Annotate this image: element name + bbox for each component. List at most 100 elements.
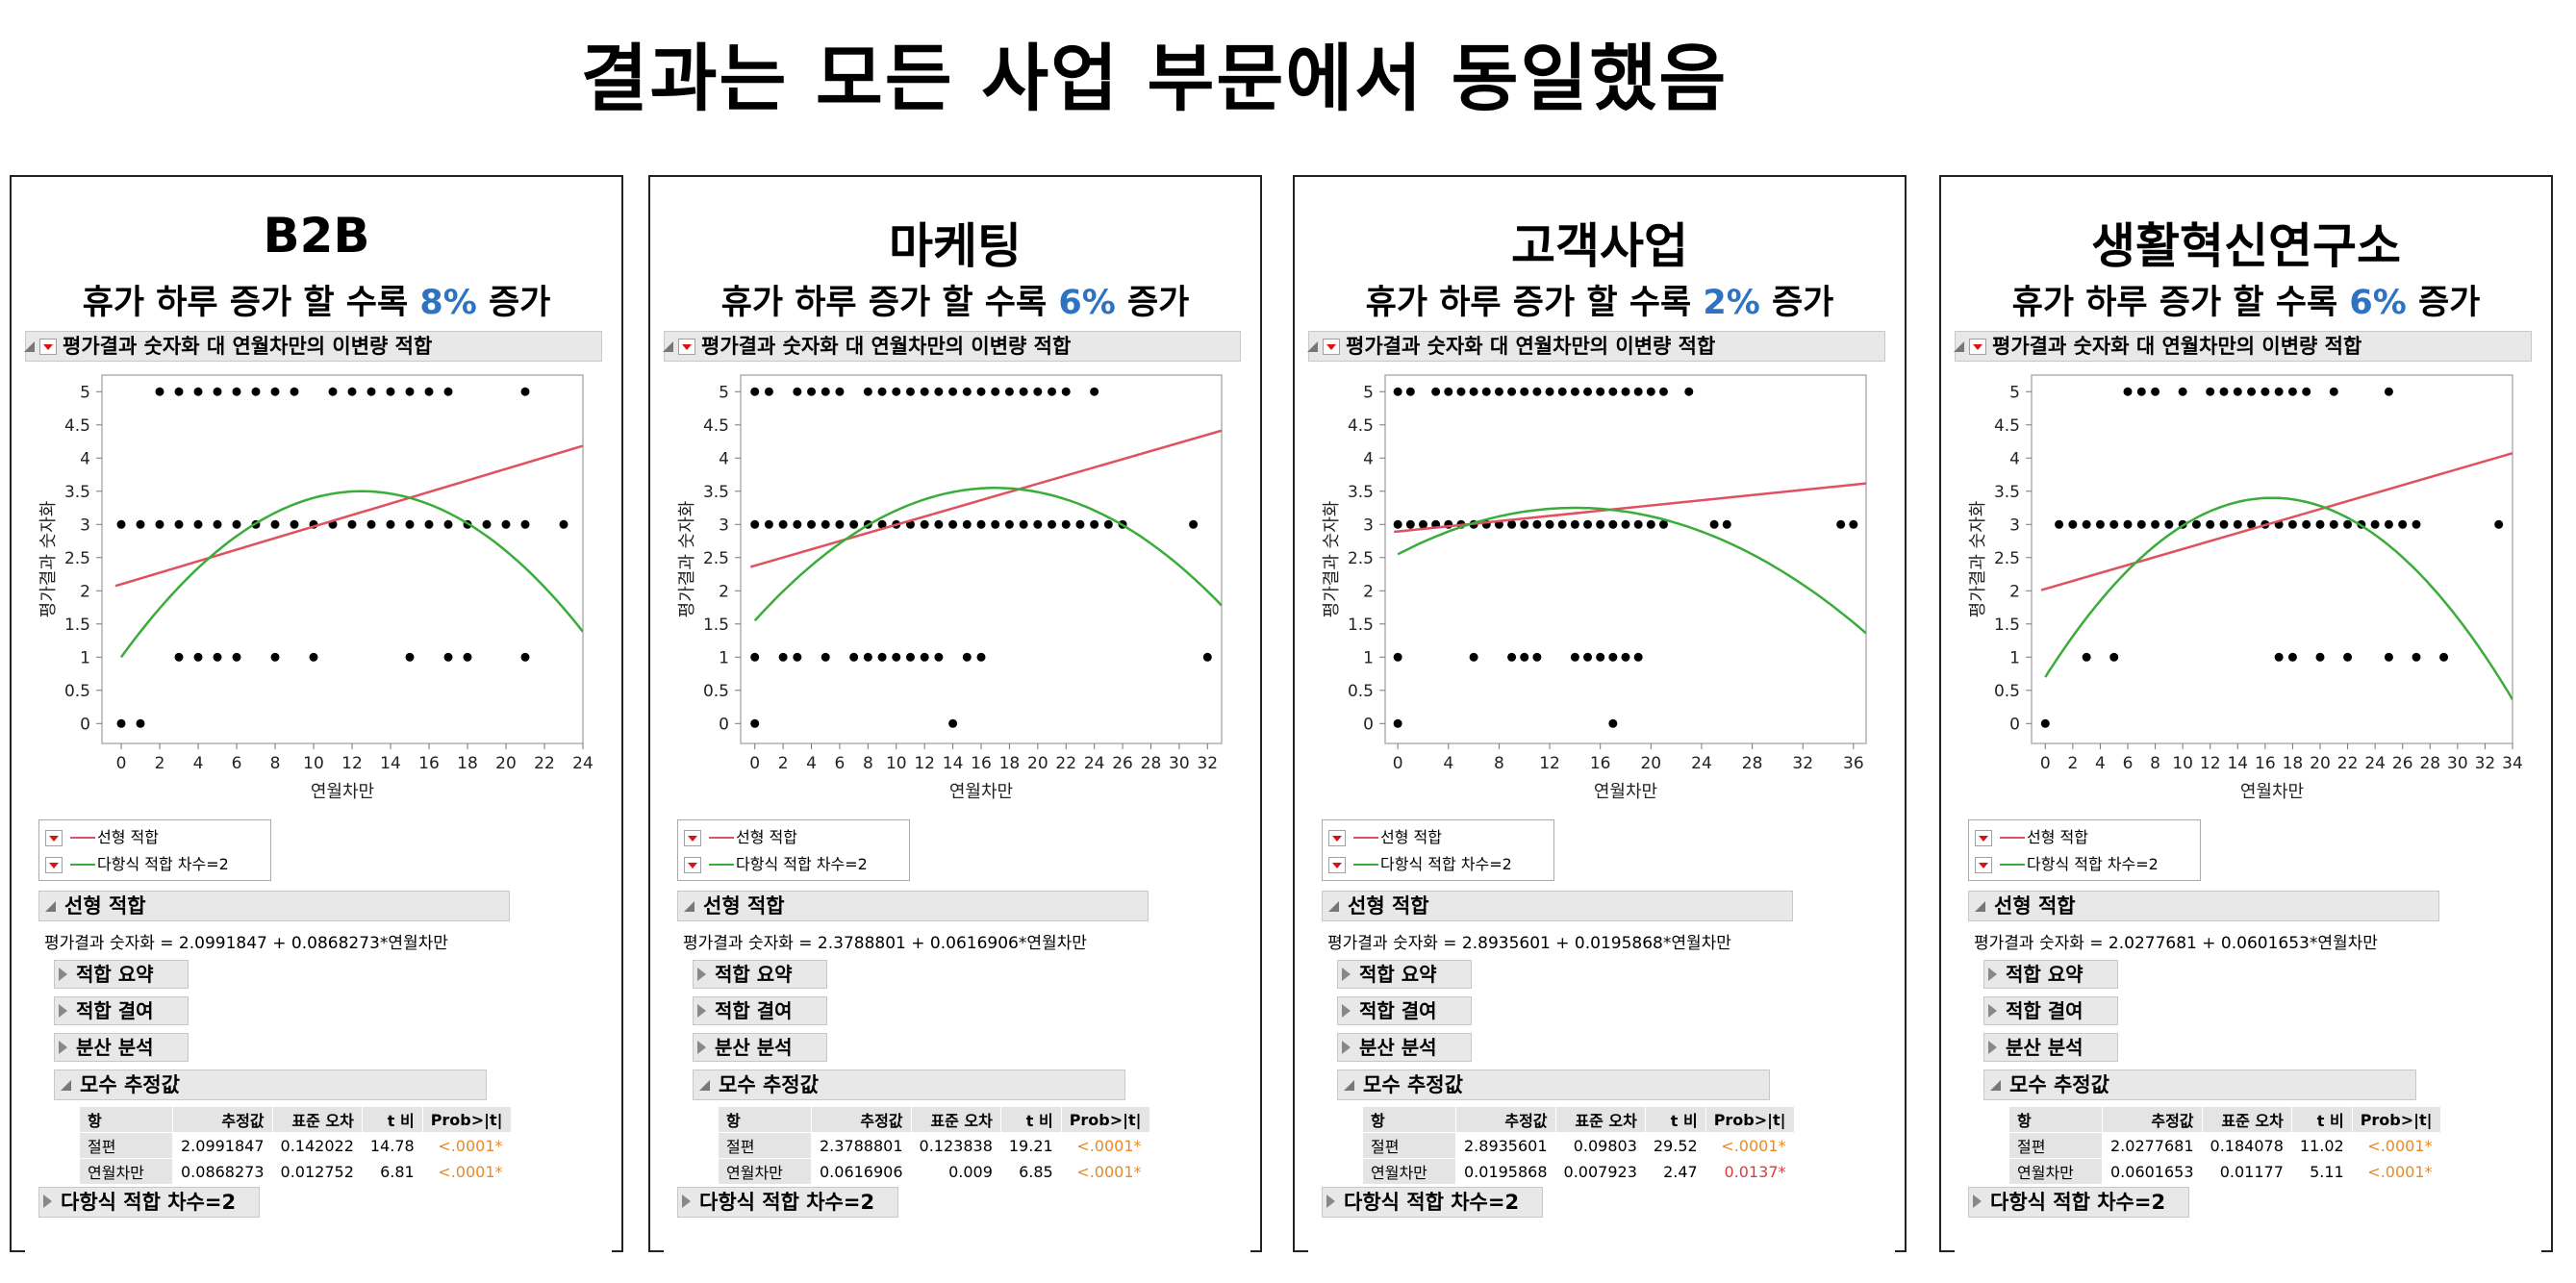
disclosure-open-icon[interactable] (663, 341, 673, 352)
param-estimates-section[interactable]: 모수 추정값 (1983, 1069, 2416, 1100)
disclosure-closed-icon[interactable] (59, 968, 67, 981)
red-triangle-menu-icon[interactable] (684, 857, 701, 873)
disclosure-open-icon[interactable] (24, 341, 35, 352)
disclosure-open-icon[interactable] (1344, 1080, 1354, 1091)
legend-item-poly[interactable]: 다항식 적합 차수=2 (39, 851, 270, 878)
legend-item-poly[interactable]: 다항식 적합 차수=2 (678, 851, 909, 878)
red-triangle-menu-icon[interactable] (1969, 339, 1986, 355)
linear-fit-section[interactable]: 선형 적합 (1322, 891, 1793, 921)
data-point (821, 652, 830, 662)
data-point (1633, 652, 1643, 662)
x-tick-label: 12 (1539, 754, 1560, 773)
disclosure-closed-icon[interactable] (1326, 1195, 1335, 1208)
linear-fit-section[interactable]: 선형 적합 (1968, 891, 2439, 921)
y-tick-label: 4 (80, 449, 90, 468)
linear-fit-section[interactable]: 선형 적합 (38, 891, 510, 921)
legend-item-poly[interactable]: 다항식 적합 차수=2 (1969, 851, 2200, 878)
param-estimates-section[interactable]: 모수 추정값 (54, 1069, 487, 1100)
disclosure-closed-icon[interactable] (43, 1195, 52, 1208)
disclosure-closed-icon[interactable] (1342, 968, 1351, 981)
data-point (778, 652, 788, 662)
data-point (835, 519, 845, 529)
red-triangle-menu-icon[interactable] (39, 339, 57, 355)
data-point (1621, 519, 1630, 529)
scatter-chart: 00.511.522.533.544.550 2 4 6 8 10 12 14 16 18 20 22… (677, 374, 1223, 802)
collapsed-section-label: 적합 결여 (2006, 999, 2084, 1022)
disclosure-closed-icon[interactable] (682, 1195, 691, 1208)
legend-item-poly[interactable]: 다항식 적합 차수=2 (1323, 851, 1553, 878)
legend-item-linear[interactable]: 선형 적합 (1323, 824, 1553, 851)
disclosure-closed-icon[interactable] (1988, 1041, 1997, 1054)
disclosure-closed-icon[interactable] (1988, 968, 1997, 981)
collapsed-section[interactable]: 분산 분석 (1983, 1033, 2118, 1062)
collapsed-section[interactable]: 분산 분석 (1337, 1033, 1472, 1062)
disclosure-closed-icon[interactable] (59, 1004, 67, 1018)
data-point (976, 387, 986, 396)
disclosure-closed-icon[interactable] (697, 1004, 706, 1018)
bivariate-header[interactable]: 평가결과 숫자화 대 연월차만의 이변량 적합 (1307, 331, 1885, 362)
red-triangle-menu-icon[interactable] (1323, 339, 1340, 355)
disclosure-closed-icon[interactable] (1342, 1004, 1351, 1018)
data-point (778, 519, 788, 529)
collapsed-section[interactable]: 적합 결여 (1337, 996, 1472, 1025)
disclosure-closed-icon[interactable] (697, 1041, 706, 1054)
data-point (1557, 387, 1567, 396)
bivariate-header[interactable]: 평가결과 숫자화 대 연월차만의 이변량 적합 (663, 331, 1241, 362)
collapsed-section[interactable]: 분산 분석 (693, 1033, 827, 1062)
collapsed-section[interactable]: 적합 요약 (1983, 960, 2118, 989)
collapsed-section[interactable]: 분산 분석 (54, 1033, 189, 1062)
red-triangle-menu-icon[interactable] (45, 857, 63, 873)
data-point (821, 387, 830, 396)
legend-item-linear[interactable]: 선형 적합 (678, 824, 909, 851)
y-tick-label: 1 (80, 648, 90, 667)
data-point (116, 519, 126, 529)
poly-fit-section[interactable]: 다항식 적합 차수=2 (1968, 1187, 2189, 1218)
disclosure-open-icon[interactable] (699, 1080, 710, 1091)
legend-item-linear[interactable]: 선형 적합 (39, 824, 270, 851)
collapsed-section[interactable]: 적합 요약 (54, 960, 189, 989)
disclosure-closed-icon[interactable] (697, 968, 706, 981)
collapsed-section[interactable]: 적합 결여 (54, 996, 189, 1025)
poly-fit-section[interactable]: 다항식 적합 차수=2 (1322, 1187, 1543, 1218)
data-point (1393, 519, 1402, 529)
collapsed-section[interactable]: 적합 결여 (693, 996, 827, 1025)
disclosure-open-icon[interactable] (1990, 1080, 2001, 1091)
table-row: 연월차만 0.0195868 0.007923 2.47 0.0137* (1362, 1158, 1795, 1185)
poly-fit-curve (1397, 506, 1866, 635)
linear-fit-section[interactable]: 선형 적합 (677, 891, 1149, 921)
red-triangle-menu-icon[interactable] (1328, 857, 1346, 873)
disclosure-closed-icon[interactable] (59, 1041, 67, 1054)
disclosure-open-icon[interactable] (1975, 901, 1985, 912)
data-point (559, 519, 568, 529)
red-triangle-menu-icon[interactable] (1328, 830, 1346, 846)
disclosure-open-icon[interactable] (684, 901, 695, 912)
poly-fit-section[interactable]: 다항식 적합 차수=2 (677, 1187, 898, 1218)
red-triangle-menu-icon[interactable] (684, 830, 701, 846)
collapsed-section[interactable]: 적합 결여 (1983, 996, 2118, 1025)
data-point (520, 652, 530, 662)
pct-highlight: 6% (2349, 284, 2407, 322)
collapsed-section[interactable]: 적합 요약 (1337, 960, 1472, 989)
red-triangle-menu-icon[interactable] (678, 339, 695, 355)
param-estimates-section[interactable]: 모수 추정값 (693, 1069, 1125, 1100)
red-triangle-menu-icon[interactable] (1975, 830, 1992, 846)
red-triangle-menu-icon[interactable] (45, 830, 63, 846)
disclosure-open-icon[interactable] (61, 1080, 71, 1091)
legend-item-linear[interactable]: 선형 적합 (1969, 824, 2200, 851)
disclosure-closed-icon[interactable] (1973, 1195, 1982, 1208)
poly-fit-label: 다항식 적합 차수=2 (1990, 1191, 2166, 1214)
red-triangle-menu-icon[interactable] (1975, 857, 1992, 873)
disclosure-open-icon[interactable] (1954, 341, 1964, 352)
disclosure-closed-icon[interactable] (1988, 1004, 1997, 1018)
disclosure-open-icon[interactable] (1307, 341, 1318, 352)
collapsed-section[interactable]: 적합 요약 (693, 960, 827, 989)
bivariate-header[interactable]: 평가결과 숫자화 대 연월차만의 이변량 적합 (1954, 331, 2532, 362)
data-point (520, 519, 530, 529)
disclosure-open-icon[interactable] (1328, 901, 1339, 912)
disclosure-closed-icon[interactable] (1342, 1041, 1351, 1054)
fit-equation: 평가결과 숫자화 = 2.8935601 + 0.0195868*연월차만 (1327, 934, 1731, 953)
param-estimates-section[interactable]: 모수 추정값 (1337, 1069, 1770, 1100)
disclosure-open-icon[interactable] (45, 901, 56, 912)
poly-fit-section[interactable]: 다항식 적합 차수=2 (38, 1187, 260, 1218)
bivariate-header[interactable]: 평가결과 숫자화 대 연월차만의 이변량 적합 (24, 331, 602, 362)
